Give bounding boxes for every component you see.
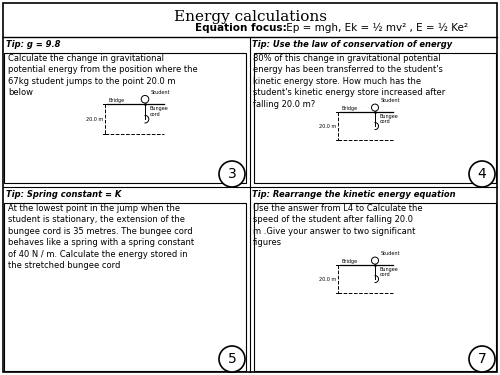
Text: Student: Student — [380, 251, 400, 256]
FancyBboxPatch shape — [254, 53, 496, 183]
Text: Tip: Use the law of conservation of energy: Tip: Use the law of conservation of ener… — [252, 40, 452, 49]
Text: 5: 5 — [228, 352, 236, 366]
FancyBboxPatch shape — [4, 203, 246, 371]
Text: Bridge: Bridge — [342, 106, 357, 111]
Text: 4: 4 — [478, 167, 486, 181]
Text: Student: Student — [150, 90, 170, 94]
Text: Bridge: Bridge — [342, 259, 357, 264]
Text: Bungee
cord: Bungee cord — [380, 114, 398, 125]
Text: 20.0 m: 20.0 m — [319, 124, 336, 129]
Text: Bungee
cord: Bungee cord — [150, 106, 169, 117]
Text: Ep = mgh, Ek = ½ mv² , E = ½ Ke²: Ep = mgh, Ek = ½ mv² , E = ½ Ke² — [283, 23, 468, 33]
Text: 3: 3 — [228, 167, 236, 181]
Circle shape — [469, 346, 495, 372]
FancyBboxPatch shape — [4, 53, 246, 183]
Text: Tip: Rearrange the kinetic energy equation: Tip: Rearrange the kinetic energy equati… — [252, 190, 456, 199]
Text: Equation focus:: Equation focus: — [195, 23, 287, 33]
Text: 7: 7 — [478, 352, 486, 366]
Circle shape — [219, 346, 245, 372]
Text: Student: Student — [380, 98, 400, 103]
Text: Tip: Spring constant = K: Tip: Spring constant = K — [6, 190, 121, 199]
Text: Energy calculations: Energy calculations — [174, 10, 326, 24]
Text: Calculate the change in gravitational
potential energy from the position where t: Calculate the change in gravitational po… — [8, 54, 198, 98]
FancyBboxPatch shape — [254, 203, 496, 371]
Text: Use the answer from L4 to Calculate the
speed of the student after falling 20.0
: Use the answer from L4 to Calculate the … — [253, 204, 422, 248]
Text: Bridge: Bridge — [109, 98, 125, 103]
Text: 80% of this change in gravitational potential
energy has been transferred to the: 80% of this change in gravitational pote… — [253, 54, 446, 109]
Text: 20.0 m: 20.0 m — [86, 117, 103, 122]
Text: Bungee
cord: Bungee cord — [380, 267, 398, 278]
Circle shape — [469, 161, 495, 187]
Text: Tip: g = 9.8: Tip: g = 9.8 — [6, 40, 60, 49]
Circle shape — [219, 161, 245, 187]
Text: 20.0 m: 20.0 m — [319, 277, 336, 282]
Text: At the lowest point in the jump when the
student is stationary, the extension of: At the lowest point in the jump when the… — [8, 204, 194, 270]
